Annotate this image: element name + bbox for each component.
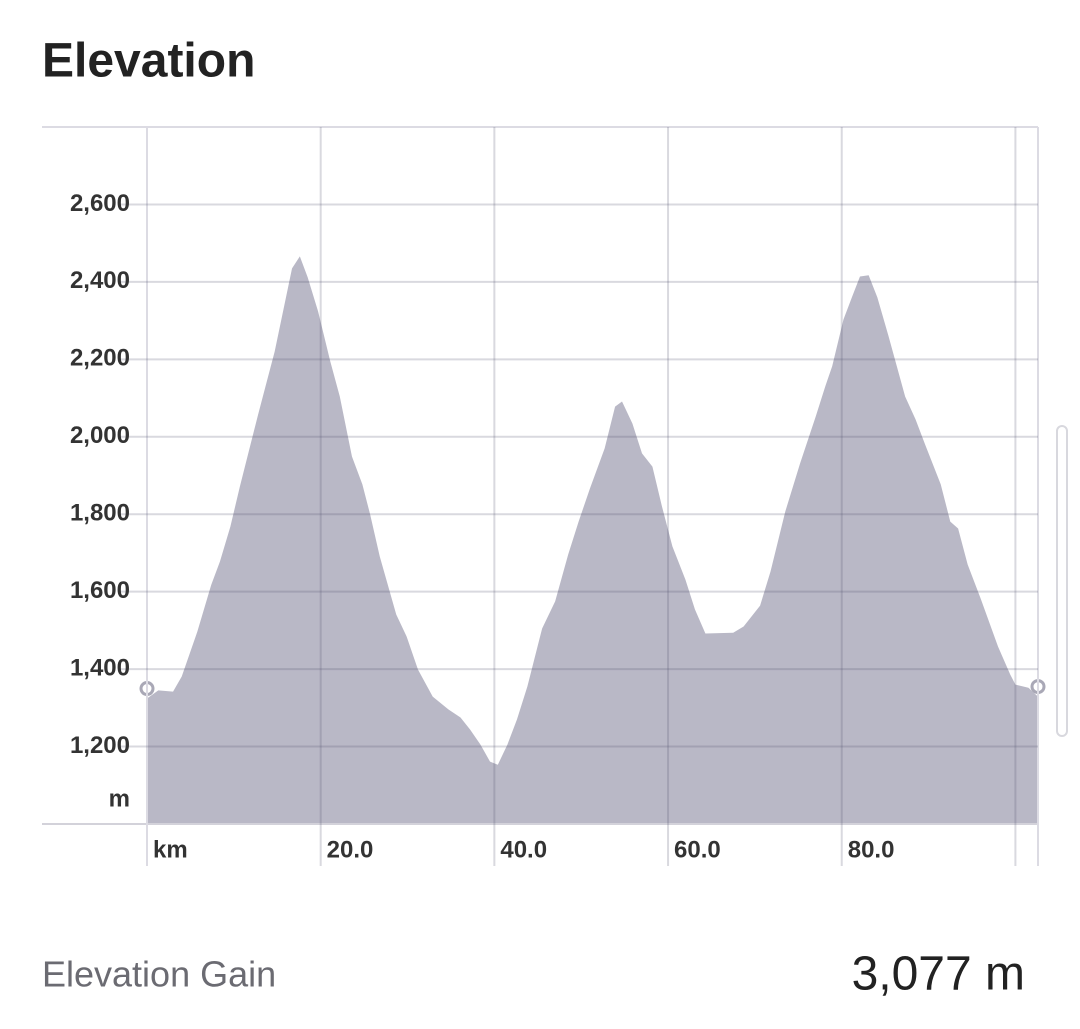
y-tick-label: 2,000 bbox=[70, 422, 130, 449]
y-tick-label: 1,400 bbox=[70, 654, 130, 681]
scrollbar[interactable] bbox=[1056, 425, 1068, 737]
x-tick-label: 20.0 bbox=[327, 836, 374, 863]
y-tick-label: 2,400 bbox=[70, 267, 130, 294]
title: Elevation bbox=[42, 35, 255, 88]
y-tick-label: 1,600 bbox=[70, 577, 130, 604]
x-tick-label: 60.0 bbox=[674, 836, 721, 863]
summary-value: 3,077 m bbox=[852, 948, 1025, 1001]
elevation-area bbox=[147, 256, 1038, 824]
y-tick-label: 1,200 bbox=[70, 732, 130, 759]
x-tick-label: 80.0 bbox=[848, 836, 895, 863]
y-unit-label: m bbox=[109, 785, 130, 812]
summary-label: Elevation Gain bbox=[42, 954, 276, 995]
y-tick-label: 1,800 bbox=[70, 500, 130, 527]
x-unit-label: km bbox=[153, 836, 188, 863]
x-tick-label: 40.0 bbox=[500, 836, 547, 863]
y-tick-label: 2,200 bbox=[70, 345, 130, 372]
y-tick-label: 2,600 bbox=[70, 190, 130, 217]
